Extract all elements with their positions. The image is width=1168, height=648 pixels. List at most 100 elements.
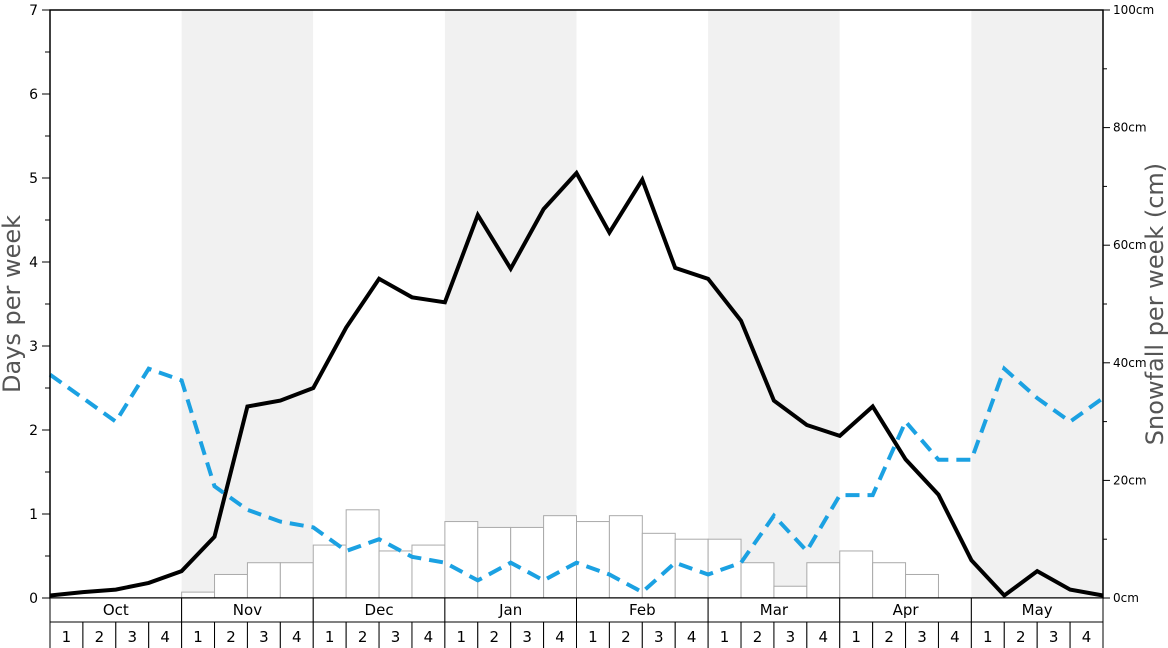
- week-cell: [905, 621, 939, 648]
- left-axis-title: Days per week: [0, 215, 26, 393]
- left-tick-label: 3: [29, 339, 38, 355]
- left-axis-ticks: 0 1 2 3 4 5 6 7: [29, 3, 50, 607]
- month-band-nov: [181, 10, 314, 598]
- month-band-may: [971, 10, 1103, 598]
- right-tick-label: 100cm: [1113, 3, 1154, 17]
- snowfall-bar: [477, 526, 512, 599]
- week-label: 1: [851, 628, 861, 646]
- week-cell: [1003, 621, 1038, 648]
- week-label: 2: [95, 628, 105, 646]
- month-band-feb: [576, 10, 709, 598]
- week-label: 4: [819, 628, 829, 646]
- snowfall-bar: [312, 544, 347, 599]
- week-cell: [312, 621, 347, 648]
- snowfall-bar: [543, 515, 577, 599]
- week-label: 4: [292, 628, 302, 646]
- snowfall-bar: [576, 521, 610, 599]
- snowfall-bar: [740, 562, 775, 599]
- snowfall-bar: [510, 526, 545, 599]
- month-row: Oct Nov Dec Jan Feb Mar Apr May: [49, 597, 1104, 623]
- month-label-mar: Mar: [760, 601, 789, 619]
- month-label-nov: Nov: [233, 601, 262, 619]
- month-background-bands: [50, 10, 1103, 598]
- week-label: 1: [457, 628, 467, 646]
- series-lines: [48, 169, 1105, 599]
- month-label-feb: Feb: [629, 601, 656, 619]
- week-label: 3: [391, 628, 401, 646]
- week-label: 1: [983, 628, 993, 646]
- week-label: 3: [786, 628, 796, 646]
- month-cell: [707, 597, 841, 623]
- left-tick-label: 1: [29, 507, 38, 523]
- snowfall-bar: [378, 550, 413, 599]
- week-cell: [378, 621, 413, 648]
- left-tick-label: 2: [29, 423, 38, 439]
- week-label: 1: [62, 628, 72, 646]
- week-label: 3: [1049, 628, 1059, 646]
- right-axis-title: Snowfall per week (cm): [1141, 163, 1168, 445]
- week-label: 2: [884, 628, 894, 646]
- month-cell: [312, 597, 446, 623]
- month-label-oct: Oct: [103, 601, 129, 619]
- month-band-apr: [839, 10, 972, 598]
- snowfall-bars: [181, 509, 939, 599]
- right-tick-label: 20cm: [1113, 473, 1147, 487]
- month-band-oct: [50, 10, 182, 598]
- week-label: 1: [325, 628, 335, 646]
- right-axis-ticks: 0cm 20cm 40cm 60cm 80cm 100cm: [1103, 3, 1154, 605]
- week-label: 2: [621, 628, 631, 646]
- week-label: 4: [160, 628, 170, 646]
- week-cell: [115, 621, 150, 648]
- week-label: 2: [358, 628, 368, 646]
- week-label: 3: [259, 628, 269, 646]
- month-cell: [970, 597, 1104, 623]
- month-label-may: May: [1022, 601, 1053, 619]
- month-label-jan: Jan: [498, 601, 522, 619]
- week-label: 4: [687, 628, 697, 646]
- week-cell: [477, 621, 512, 648]
- week-label: 3: [522, 628, 532, 646]
- week-label: 4: [950, 628, 960, 646]
- week-cell: [510, 621, 545, 648]
- snowfall-bar: [608, 515, 643, 599]
- week-label: 2: [1016, 628, 1026, 646]
- snowfall-bar: [839, 550, 874, 599]
- month-cell: [444, 597, 577, 623]
- snowfall-bar: [181, 591, 216, 599]
- week-cell: [806, 621, 841, 648]
- week-label: 2: [753, 628, 763, 646]
- week-label: 4: [555, 628, 565, 646]
- snowfall-bar: [279, 562, 314, 599]
- left-tick-label: 7: [29, 3, 38, 19]
- snowfall-line: [48, 365, 1105, 595]
- week-label: 2: [489, 628, 499, 646]
- snowfall-bar: [773, 585, 808, 599]
- snowfall-bar: [905, 573, 939, 599]
- week-label: 2: [226, 628, 236, 646]
- right-tick-label: 40cm: [1113, 356, 1147, 370]
- month-label-apr: Apr: [893, 601, 920, 619]
- right-tick-label: 0cm: [1113, 591, 1139, 605]
- snowfall-bar: [806, 562, 841, 599]
- left-tick-label: 5: [29, 171, 38, 187]
- month-band-jan: [444, 10, 577, 598]
- week-cell: [576, 621, 610, 648]
- week-cell: [674, 621, 709, 648]
- week-cell: [411, 621, 446, 648]
- snowfall-bar: [345, 509, 380, 599]
- week-label: 4: [424, 628, 434, 646]
- snowfall-bar: [246, 562, 281, 599]
- days-per-week-line: [49, 169, 1104, 599]
- week-label: 1: [720, 628, 730, 646]
- month-band-dec: [313, 10, 445, 598]
- snowfall-bar: [214, 573, 248, 599]
- week-label: 1: [193, 628, 203, 646]
- right-tick-label: 80cm: [1113, 121, 1147, 135]
- week-cell: [279, 621, 314, 648]
- week-row: 1 2 3 4 1 2 3 4 1 2 3 4 1 2 3 4 1 2 3 4 1 2 3 4 1 2 3 4 1 2 3 4: [49, 621, 1104, 648]
- week-cell: [181, 621, 216, 648]
- left-tick-label: 6: [29, 87, 38, 103]
- right-tick-label: 60cm: [1113, 238, 1147, 252]
- week-label: 4: [1082, 628, 1092, 646]
